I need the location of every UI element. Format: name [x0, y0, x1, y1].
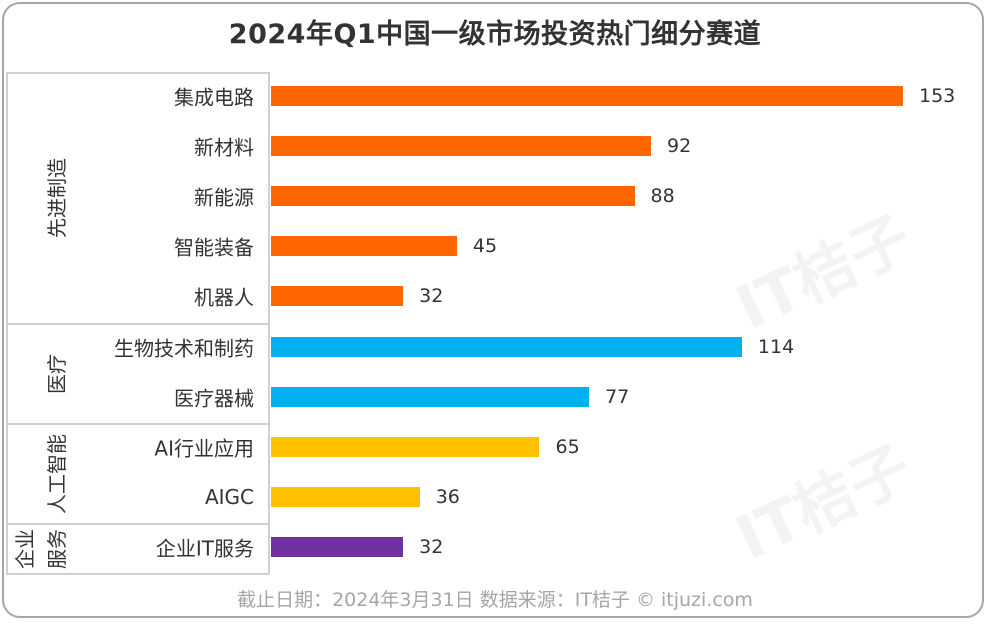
category-label: 生物技术和制药 [114, 336, 254, 360]
category-label: 企业IT服务 [155, 536, 254, 561]
group-label: 企业 服务 [13, 528, 69, 569]
chart-title: 2024年Q1中国一级市场投资热门细分赛道 [228, 19, 762, 50]
data-label: 65 [555, 435, 580, 458]
category-label: 新材料 [194, 135, 254, 160]
data-label: 92 [667, 135, 692, 158]
bar [271, 386, 590, 407]
bar [271, 136, 652, 157]
group-label: 人工智能 [45, 433, 69, 514]
data-label: 153 [919, 85, 956, 107]
bar [271, 436, 540, 457]
category-label: AI行业应用 [154, 436, 254, 461]
data-label: 88 [650, 185, 675, 208]
data-label: 32 [419, 535, 444, 558]
bar [271, 236, 457, 257]
category-label: 医疗器械 [174, 386, 254, 411]
data-label: 114 [757, 335, 795, 358]
category-label: 新能源 [194, 185, 254, 210]
footer-source: 截止日期：2024年3月31日 数据来源：IT桔子 © itjuzi.com [237, 589, 753, 611]
bar [271, 86, 903, 106]
group-box [6, 522, 270, 575]
bar [271, 186, 635, 207]
chart-frame [2, 2, 984, 618]
data-label: 45 [472, 235, 498, 258]
category-label: AIGC [204, 484, 254, 509]
data-label: 32 [419, 285, 444, 308]
bar [271, 336, 742, 357]
category-label: 机器人 [194, 285, 254, 310]
bar [271, 536, 404, 557]
group-label: 医疗 [45, 353, 69, 394]
bar [271, 286, 404, 307]
category-label: 集成电路 [174, 85, 254, 110]
group-label: 先进制造 [45, 158, 69, 239]
category-label: 智能装备 [174, 235, 254, 260]
data-label: 77 [605, 385, 630, 408]
bar [271, 486, 420, 507]
data-label: 36 [435, 485, 460, 508]
